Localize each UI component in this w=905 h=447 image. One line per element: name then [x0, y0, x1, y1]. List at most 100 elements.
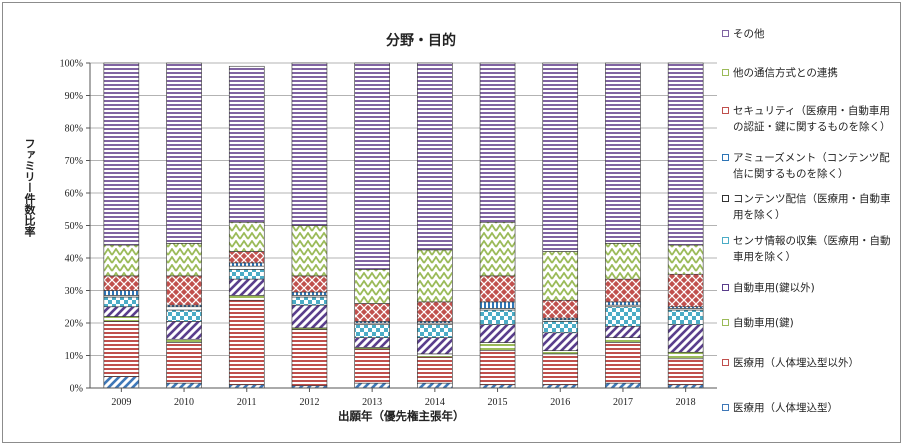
- bar-segment-2016-1: [542, 353, 579, 386]
- bar-segment-2013-9: [354, 62, 390, 270]
- bar-segment-2009-3: [103, 306, 140, 317]
- bar-segment-2016-4: [542, 321, 579, 334]
- bar-segment-2018-7: [667, 273, 704, 308]
- x-tick-label: 2017: [613, 397, 633, 408]
- bar-segment-2017-0: [605, 382, 641, 389]
- bar-segment-2018-9: [667, 62, 704, 246]
- bar-segment-2009-6: [103, 290, 140, 296]
- bar-segment-2011-7: [228, 251, 265, 264]
- x-tick-label: 2015: [488, 397, 508, 408]
- bar-segment-2010-1: [166, 342, 202, 384]
- y-tick-label: 40%: [65, 254, 83, 265]
- legend-item: その他: [722, 26, 898, 42]
- bar-segment-2010-8: [166, 243, 202, 277]
- y-tick-label: 60%: [65, 189, 83, 200]
- bar-segment-2018-4: [667, 309, 704, 325]
- legend-swatch: [722, 107, 729, 114]
- bar-segment-2017-4: [605, 306, 641, 327]
- y-tick-label: 90%: [65, 91, 83, 102]
- bar-segment-2010-7: [166, 275, 202, 306]
- legend-swatch: [722, 404, 729, 411]
- legend-swatch: [722, 359, 729, 366]
- bar-segment-2014-7: [417, 301, 453, 322]
- bar-segment-2010-5: [166, 306, 202, 311]
- legend-item: センサ情報の収集（医療用・自動車用を除く）: [722, 233, 898, 265]
- legend-label: センサ情報の収集（医療用・自動車用を除く）: [733, 235, 891, 263]
- x-tick-label: 2018: [676, 397, 696, 408]
- chart-title: 分野・目的: [386, 33, 456, 49]
- legend-item: 自動車用(鍵以外): [722, 280, 898, 296]
- bar-segment-2012-6: [291, 291, 328, 296]
- x-tick-label: 2014: [425, 397, 445, 408]
- bar-segment-2014-3: [417, 337, 453, 355]
- bar-segment-2017-2: [605, 337, 641, 343]
- bar-segment-2018-8: [667, 244, 704, 275]
- bar-segment-2015-2: [479, 342, 516, 351]
- x-tick-label: 2010: [174, 397, 194, 408]
- x-tick-label: 2011: [237, 397, 257, 408]
- bar-segment-2017-1: [605, 342, 641, 384]
- bar-segment-2017-3: [605, 325, 641, 338]
- bar-segment-2010-4: [166, 309, 202, 322]
- legend-item: セキュリティ（医療用・自動車用の認証・鍵に関するものを除く）: [722, 103, 898, 135]
- x-tick-label: 2012: [299, 397, 319, 408]
- y-tick-label: 0%: [70, 384, 83, 395]
- legend-item: 他の通信方式との連携: [722, 65, 898, 81]
- bar-segment-2015-1: [479, 350, 516, 386]
- legend-label: 自動車用(鍵以外): [733, 282, 815, 294]
- legend-label: 医療用（人体埋込型以外）: [733, 357, 859, 369]
- bar-segment-2016-7: [542, 299, 579, 319]
- bar-segment-2009-8: [103, 244, 140, 277]
- y-axis-label: ファミリー件数比率: [23, 138, 36, 237]
- bar-segment-2009-0: [103, 376, 140, 389]
- bar-segment-2017-8: [605, 243, 641, 280]
- legend-label: 自動車用(鍵): [733, 317, 794, 329]
- x-tick-label: 2013: [362, 397, 382, 408]
- legend-swatch: [722, 237, 729, 244]
- bar-segment-2012-3: [291, 304, 328, 329]
- x-tick-label: 2009: [111, 397, 131, 408]
- bar-segment-2017-7: [605, 278, 641, 303]
- bar-segment-2016-9: [542, 62, 579, 252]
- legend-swatch: [722, 69, 729, 76]
- bar-segment-2014-1: [417, 356, 453, 384]
- bar-segment-2018-3: [667, 324, 704, 353]
- bar-segment-2013-3: [354, 337, 390, 348]
- bar-segment-2009-1: [103, 321, 140, 377]
- bar-segment-2013-4: [354, 324, 390, 338]
- legend-swatch: [722, 154, 729, 161]
- y-tick-label: 10%: [65, 351, 83, 362]
- y-tick-label: 50%: [65, 221, 83, 232]
- bar-segment-2014-9: [417, 62, 453, 251]
- x-axis-label: 出願年（優先権主張年）: [338, 409, 465, 423]
- bar-segment-2013-7: [354, 303, 390, 322]
- y-tick-label: 30%: [65, 286, 83, 297]
- bar-segment-2013-1: [354, 348, 390, 384]
- y-tick-label: 70%: [65, 156, 83, 167]
- bar-segment-2015-3: [479, 324, 516, 343]
- bar-segment-2010-2: [166, 338, 202, 343]
- bar-segment-2016-3: [542, 332, 579, 351]
- bar-segment-2010-9: [166, 62, 202, 244]
- legend-item: 自動車用(鍵): [722, 315, 898, 331]
- bar-segment-2014-0: [417, 382, 453, 389]
- legend-label: セキュリティ（医療用・自動車用の認証・鍵に関するものを除く）: [733, 105, 891, 133]
- axes: 0% 10% 20% 30% 40% 50% 60% 70% 80% 90% 100% 2009 201…: [60, 59, 717, 408]
- legend-swatch: [722, 319, 729, 326]
- bar-segment-2015-4: [479, 309, 516, 325]
- bar-segment-2012-7: [291, 275, 328, 293]
- bar-segment-2014-4: [417, 324, 453, 338]
- bar-segment-2009-7: [103, 275, 140, 291]
- bar-segment-2018-1: [667, 358, 704, 386]
- bar-segment-2011-5: [228, 265, 265, 270]
- bar-segment-2013-0: [354, 382, 390, 389]
- bar-segment-2011-2: [228, 295, 265, 301]
- y-tick-label: 100%: [60, 59, 83, 70]
- legend-label: その他: [733, 28, 765, 40]
- legend-item: コンテンツ配信（医療用・自動車用を除く）: [722, 191, 898, 223]
- bar-segment-2015-9: [479, 62, 516, 223]
- bar-segment-2012-4: [291, 296, 328, 306]
- bar-segment-2012-9: [291, 62, 328, 226]
- bar-segment-2011-8: [228, 221, 265, 252]
